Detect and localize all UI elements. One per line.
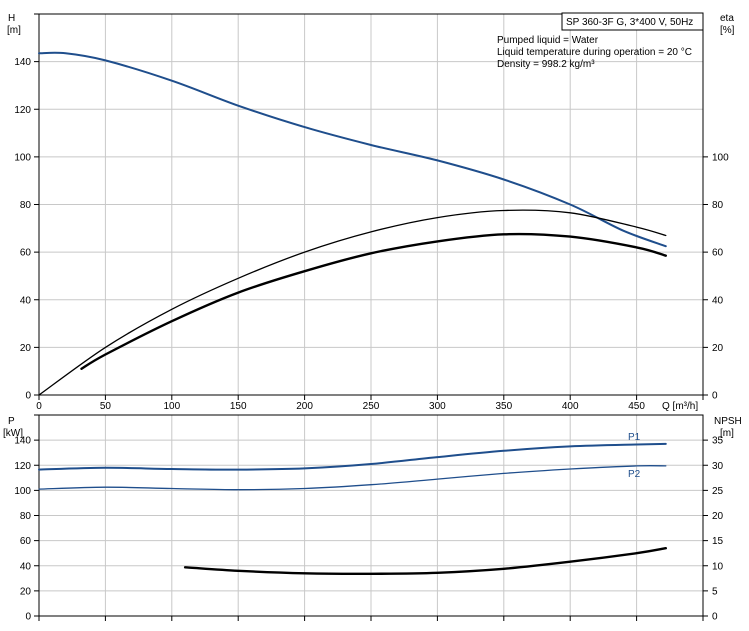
y-tick-label-left: 120 bbox=[14, 105, 31, 116]
x-tick-label: 50 bbox=[100, 401, 112, 412]
series-label-p1: P1 bbox=[628, 432, 641, 443]
info-line-1: Pumped liquid = Water bbox=[497, 35, 599, 46]
eta-axis-label: eta bbox=[720, 13, 734, 24]
curve-eta_lower bbox=[80, 232, 667, 370]
y-tick-label-right: 80 bbox=[712, 200, 724, 211]
x-tick-label: 450 bbox=[628, 401, 645, 412]
y-tick-label-left: 20 bbox=[20, 343, 32, 354]
y-tick-label-right: 20 bbox=[712, 511, 724, 522]
y-tick-label-left: 0 bbox=[25, 391, 31, 402]
y-tick-label-left: 140 bbox=[14, 57, 31, 68]
y-tick-label-right: 0 bbox=[712, 391, 718, 402]
y-tick-label-left: 20 bbox=[20, 586, 32, 597]
eta-axis-unit: [%] bbox=[720, 25, 735, 36]
x-tick-label: 200 bbox=[296, 401, 313, 412]
x-tick-label: 150 bbox=[230, 401, 247, 412]
h-axis-unit: [m] bbox=[7, 25, 21, 36]
y-tick-label-right: 10 bbox=[712, 561, 724, 572]
curve-h bbox=[38, 51, 667, 248]
y-tick-label-left: 80 bbox=[20, 200, 32, 211]
p-axis-label: P bbox=[8, 416, 15, 427]
y-tick-label-left: 100 bbox=[14, 486, 31, 497]
y-tick-label-right: 20 bbox=[712, 343, 724, 354]
plot-frame bbox=[38, 13, 704, 396]
y-tick-label-left: 60 bbox=[20, 248, 32, 259]
y-tick-label-right: 30 bbox=[712, 461, 724, 472]
y-tick-label-left: 60 bbox=[20, 536, 32, 547]
plot-frame bbox=[38, 414, 704, 617]
y-tick-label-left: 100 bbox=[14, 152, 31, 163]
curve-p2 bbox=[38, 465, 667, 491]
x-tick-label: 0 bbox=[36, 401, 42, 412]
x-tick-label: 250 bbox=[363, 401, 380, 412]
npsh-axis-label: NPSH bbox=[714, 416, 742, 427]
x-tick-label: 300 bbox=[429, 401, 446, 412]
title-box bbox=[561, 12, 704, 31]
y-tick-label-left: 120 bbox=[14, 461, 31, 472]
chart-title: SP 360-3F G, 3*400 V, 50Hz bbox=[566, 17, 693, 28]
info-line-3: Density = 998.2 kg/m³ bbox=[497, 59, 595, 70]
y-tick-label-left: 40 bbox=[20, 561, 32, 572]
y-tick-label-right: 100 bbox=[712, 152, 729, 163]
y-tick-label-left: 140 bbox=[14, 436, 31, 447]
h-axis-label: H bbox=[8, 13, 15, 24]
y-tick-label-left: 40 bbox=[20, 295, 32, 306]
y-tick-label-right: 15 bbox=[712, 536, 724, 547]
y-tick-label-left: 0 bbox=[25, 612, 31, 623]
x-tick-label: 100 bbox=[163, 401, 180, 412]
p-axis-unit: [kW] bbox=[3, 428, 23, 439]
y-tick-label-right: 5 bbox=[712, 586, 718, 597]
y-tick-label-right: 0 bbox=[712, 612, 718, 623]
y-tick-label-right: 60 bbox=[712, 248, 724, 259]
info-line-2: Liquid temperature during operation = 20… bbox=[497, 47, 692, 58]
npsh-axis-unit: [m] bbox=[720, 428, 734, 439]
curve-npsh bbox=[183, 547, 667, 576]
y-tick-label-right: 40 bbox=[712, 295, 724, 306]
y-tick-label-left: 80 bbox=[20, 511, 32, 522]
y-tick-label-right: 35 bbox=[712, 436, 724, 447]
series-label-p2: P2 bbox=[628, 469, 641, 480]
curve-eta bbox=[38, 209, 667, 396]
x-tick-label: 400 bbox=[562, 401, 579, 412]
y-tick-label-right: 25 bbox=[712, 486, 724, 497]
q-axis-label: Q [m³/h] bbox=[662, 401, 698, 412]
x-tick-label: 350 bbox=[495, 401, 512, 412]
curve-p1 bbox=[38, 442, 667, 471]
